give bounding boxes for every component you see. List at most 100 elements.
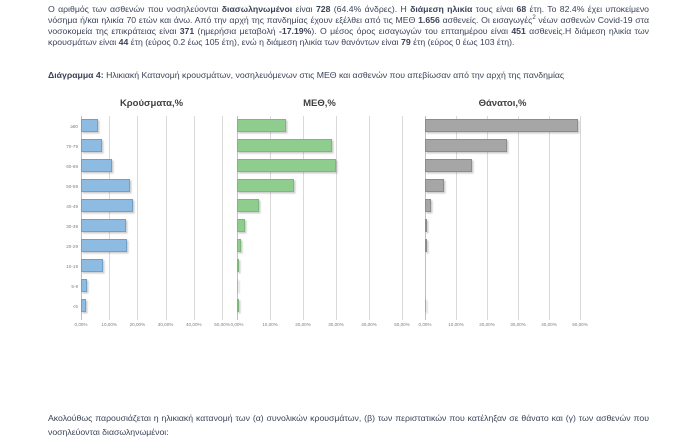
bar-60-69: [237, 159, 337, 172]
bar-70-79: [237, 139, 333, 152]
grid-line: [402, 116, 403, 320]
bar-row: [425, 216, 580, 236]
bar-row: [81, 196, 222, 216]
text: Ο αριθμός των ασθενών που νοσηλεύονται: [48, 4, 222, 14]
bold-text: -17.19%: [278, 26, 312, 36]
chart-cases-plot-area: [81, 116, 223, 320]
grid-line: [336, 116, 337, 320]
bar-≥80: [81, 119, 99, 132]
chart-icu: ΜΕΘ,% 0,00% 10,00% 20,00% 30,00% 40,00% 50,00…: [230, 96, 409, 334]
bar-row: [237, 176, 402, 196]
bar-row: [237, 276, 402, 296]
bar-row: [81, 236, 222, 256]
grid-line: [580, 116, 581, 320]
figure-charts-row: Κρούσματα,% ≥80 70-79 60-69 50-59 40-49 30-39…: [0, 96, 682, 346]
bar-row: [81, 156, 222, 176]
figure-caption: Διάγραμμα 4: Ηλικιακή Κατανομή κρουσμάτω…: [48, 70, 649, 81]
x-tick-label: 40,00%: [541, 322, 557, 327]
grid-line: [487, 116, 488, 320]
text: ασθενείς. Οι εισαγωγές: [439, 15, 533, 25]
bar-50-59: [81, 179, 131, 192]
bar-30-39: [81, 219, 127, 232]
grid-line: [456, 116, 457, 320]
bar-≥80: [237, 119, 286, 132]
bar-30-39: [425, 219, 428, 232]
x-tick-label: 20,00%: [129, 322, 146, 327]
bar-row: [81, 276, 222, 296]
y-category-label: 20-29: [66, 243, 78, 249]
bold-text: 79: [401, 37, 411, 47]
bar-≥80: [425, 119, 579, 132]
x-tick-label: 30,00%: [157, 322, 174, 327]
x-tick-label: 20,00%: [295, 322, 311, 327]
bar-20-29: [425, 239, 427, 252]
bar-<5: [81, 299, 87, 312]
figure-caption-label: Διάγραμμα 4:: [48, 70, 104, 80]
y-category-label: 30-39: [66, 223, 78, 229]
bar-row: [425, 276, 580, 296]
bar-row: [425, 296, 580, 316]
text: (ημερήσια μεταβολή: [194, 26, 279, 36]
grid-line: [549, 116, 550, 320]
x-tick-label: 30,00%: [328, 322, 344, 327]
bar-row: [237, 156, 402, 176]
bar-row: [425, 156, 580, 176]
chart-icu-x-axis: 0,00% 10,00% 20,00% 30,00% 40,00% 50,00%: [230, 322, 409, 334]
bar-row: [425, 136, 580, 156]
bold-text: διασωληνωμένοι: [221, 4, 293, 14]
chart-icu-title: ΜΕΘ,%: [303, 98, 336, 109]
text: έτη (εύρος 0 έως 103 έτη).: [410, 37, 515, 47]
text: ). Ο μέσος όρος εισαγωγών του επταημέρου…: [311, 26, 512, 36]
x-tick-label: 40,00%: [361, 322, 377, 327]
bar-60-69: [81, 159, 113, 172]
y-axis-line: [237, 116, 238, 320]
bar-5-9: [81, 279, 87, 292]
text: νέων ασθενών Covid-19 στα νοσοκομεία της…: [48, 15, 649, 36]
grid-line: [303, 116, 304, 320]
bold-text: 371: [179, 26, 195, 36]
chart-cases-title: Κρούσματα,%: [119, 98, 184, 109]
bar-20-29: [237, 239, 242, 252]
bar-30-39: [237, 219, 246, 232]
chart-cases: Κρούσματα,% ≥80 70-79 60-69 50-59 40-49 30-39…: [59, 96, 230, 334]
grid-line: [222, 116, 223, 320]
y-category-label: <5: [72, 303, 78, 309]
x-tick-label: 50,00%: [572, 322, 588, 327]
bar-50-59: [237, 179, 295, 192]
text: ασθενείς.Η διάμεση ηλικία των κρουσμάτων…: [48, 26, 649, 47]
bar-row: [237, 236, 402, 256]
chart-deaths: Θάνατοι,% 0,00% 10,00% 20,00% 30,00% 40,00% 5…: [418, 96, 587, 334]
x-tick-label: 0,00%: [230, 322, 244, 327]
x-tick-label: 10,00%: [262, 322, 278, 327]
text: έτη (εύρος 0.2 έως 105 έτη), ενώ η διάμε…: [128, 37, 401, 47]
bar-row: [81, 116, 222, 136]
footer-paragraph: Ακολούθως παρουσιάζεται η ηλικιακή καταν…: [48, 413, 649, 437]
bar-row: [425, 116, 580, 136]
y-category-label: 60-69: [66, 163, 78, 169]
bold-text: 728: [315, 4, 331, 14]
x-tick-label: 50,00%: [214, 322, 230, 327]
grid-line: [109, 116, 111, 320]
grid-line: [137, 116, 139, 320]
bar-row: [81, 256, 222, 276]
bar-row: [81, 216, 222, 236]
bar-row: [237, 136, 402, 156]
bar-row: [237, 216, 402, 236]
bar-40-49: [425, 199, 431, 212]
grid-line: [165, 116, 167, 320]
bar-70-79: [425, 139, 508, 152]
y-category-label: 10-19: [66, 263, 78, 269]
chart-deaths-title: Θάνατοι,%: [478, 98, 527, 109]
x-tick-label: 10,00%: [101, 322, 117, 327]
bar-row: [425, 196, 580, 216]
y-axis-line: [425, 116, 426, 320]
bar-row: [237, 196, 402, 216]
x-tick-label: 0,00%: [418, 322, 432, 327]
bar-row: [81, 296, 222, 316]
y-category-label: 50-59: [66, 183, 78, 189]
bar-row: [425, 236, 580, 256]
chart-cases-x-axis: 0,00% 10,00% 20,00% 30,00% 40,00% 50,00%: [74, 322, 229, 334]
text: (64.4% άνδρες). Η: [330, 4, 411, 14]
bar-40-49: [237, 199, 260, 212]
